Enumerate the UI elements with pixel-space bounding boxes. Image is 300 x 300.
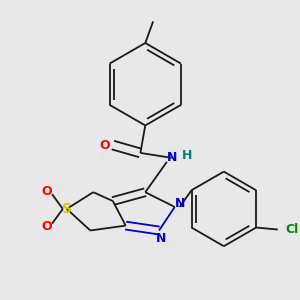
- Text: N: N: [167, 152, 177, 164]
- Text: Cl: Cl: [286, 223, 299, 236]
- Text: O: O: [100, 139, 110, 152]
- Text: O: O: [42, 185, 52, 198]
- Text: H: H: [182, 149, 193, 162]
- Text: N: N: [156, 232, 166, 245]
- Text: O: O: [42, 220, 52, 233]
- Text: S: S: [62, 202, 72, 216]
- Text: N: N: [175, 196, 185, 209]
